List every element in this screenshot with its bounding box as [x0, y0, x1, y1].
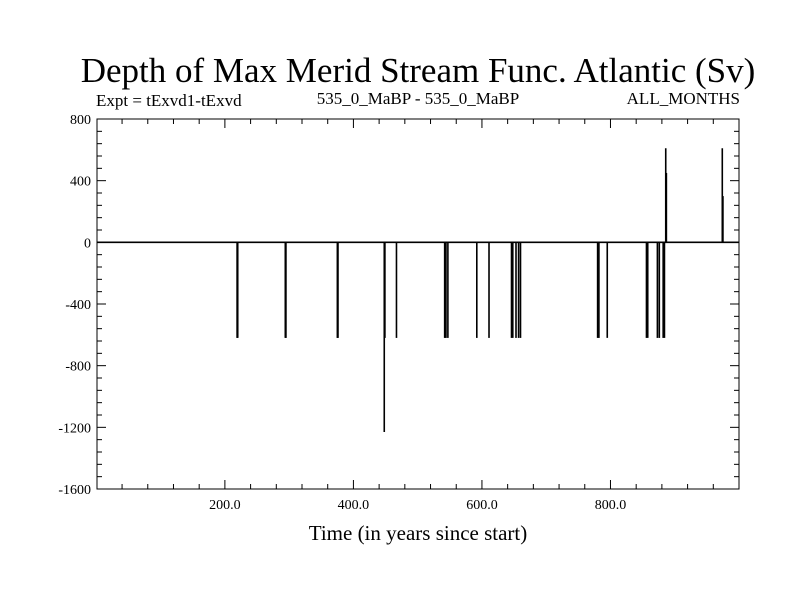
x-axis-title: Time (in years since start)	[309, 521, 528, 545]
x-tick-label: 800.0	[595, 498, 627, 513]
x-tick-label: 400.0	[338, 498, 370, 513]
y-tick-label: -1200	[58, 421, 91, 436]
y-tick-label: 0	[84, 236, 91, 251]
x-tick-label: 200.0	[209, 498, 241, 513]
y-tick-label: -800	[65, 360, 91, 375]
x-tick-label: 600.0	[466, 498, 498, 513]
chart-title: Depth of Max Merid Stream Func. Atlantic…	[81, 51, 756, 90]
y-tick-label: -400	[65, 298, 91, 313]
data-series	[97, 148, 739, 432]
months-label: ALL_MONTHS	[627, 89, 740, 108]
y-tick-label: 800	[70, 113, 91, 128]
y-tick-label: 400	[70, 175, 91, 190]
plot-area: 800 400 0 -400 -800 -1200 -1600 200.0 400.0 600.…	[58, 113, 740, 513]
x-axis: 200.0 400.0 600.0 800.0	[121, 119, 740, 513]
y-tick-label: -1600	[58, 483, 91, 498]
experiment-label: Expt = tExvd1-tExvd	[96, 91, 242, 110]
period-label: 535_0_MaBP - 535_0_MaBP	[317, 89, 519, 108]
